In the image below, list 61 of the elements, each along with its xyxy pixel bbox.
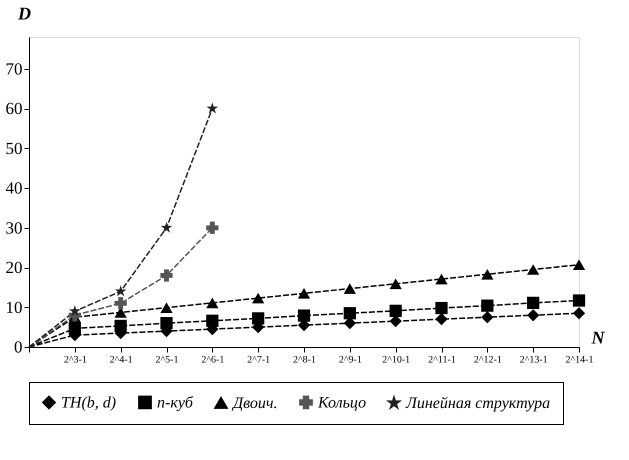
point	[114, 285, 126, 296]
point	[435, 274, 448, 284]
x-tick-label: 2^10-1	[382, 354, 410, 366]
point	[206, 314, 218, 327]
point	[114, 320, 127, 332]
point	[69, 305, 81, 316]
x-tick-label: 2^5-1	[155, 354, 179, 366]
point	[481, 300, 494, 312]
y-tick-label: 40	[6, 178, 22, 198]
point	[114, 297, 127, 310]
point	[160, 269, 173, 282]
point	[160, 302, 173, 313]
x-tick-label: 2^4-1	[110, 354, 133, 366]
point	[572, 294, 586, 307]
point	[344, 283, 356, 294]
legend-label: TH(b, d)	[61, 394, 116, 412]
x-axis-title: N	[590, 328, 606, 348]
x-tick-label: 2^12-1	[474, 354, 502, 366]
x-tick-label: 2^8-1	[292, 354, 316, 366]
point	[68, 322, 81, 334]
point	[160, 317, 173, 330]
legend-label: Кольцо	[317, 394, 366, 412]
point	[435, 302, 448, 314]
legend-label: n-куб	[157, 394, 194, 412]
y-tick-label: 30	[6, 218, 22, 238]
y-tick-label: 60	[6, 99, 22, 118]
y-tick-label: 70	[6, 59, 22, 78]
y-tick-label: 10	[6, 298, 22, 317]
point	[481, 311, 494, 324]
point	[527, 264, 540, 275]
x-tick-label: 2^6-1	[201, 354, 224, 366]
point	[298, 309, 310, 322]
legend-label: Двоич.	[231, 394, 278, 412]
legend-label: Линейная структура	[405, 395, 550, 412]
x-tick-label: 2^9-1	[338, 354, 362, 366]
point	[390, 278, 402, 290]
point	[572, 307, 586, 320]
x-tick-label: 2^13-1	[520, 354, 548, 366]
y-axis-title: D	[17, 4, 31, 24]
point	[527, 296, 540, 310]
point	[481, 268, 494, 280]
point	[298, 288, 310, 299]
point	[390, 315, 402, 328]
point	[572, 259, 586, 270]
point	[160, 222, 172, 233]
y-tick-label: 0	[14, 338, 22, 356]
point	[390, 304, 402, 317]
y-tick-label: 50	[6, 138, 22, 158]
point	[206, 102, 218, 114]
point	[252, 292, 264, 304]
point	[344, 307, 356, 320]
point	[435, 313, 448, 326]
point	[206, 222, 218, 234]
x-tick-label: 2^11-1	[428, 354, 456, 366]
x-tick-label: 2^3-1	[64, 354, 87, 366]
point	[527, 309, 540, 322]
point	[252, 312, 264, 325]
x-tick-label: 2^7-1	[247, 354, 270, 366]
point	[206, 298, 218, 308]
y-tick-label: 20	[6, 258, 22, 278]
x-tick-label: 2^14-1	[565, 354, 594, 366]
